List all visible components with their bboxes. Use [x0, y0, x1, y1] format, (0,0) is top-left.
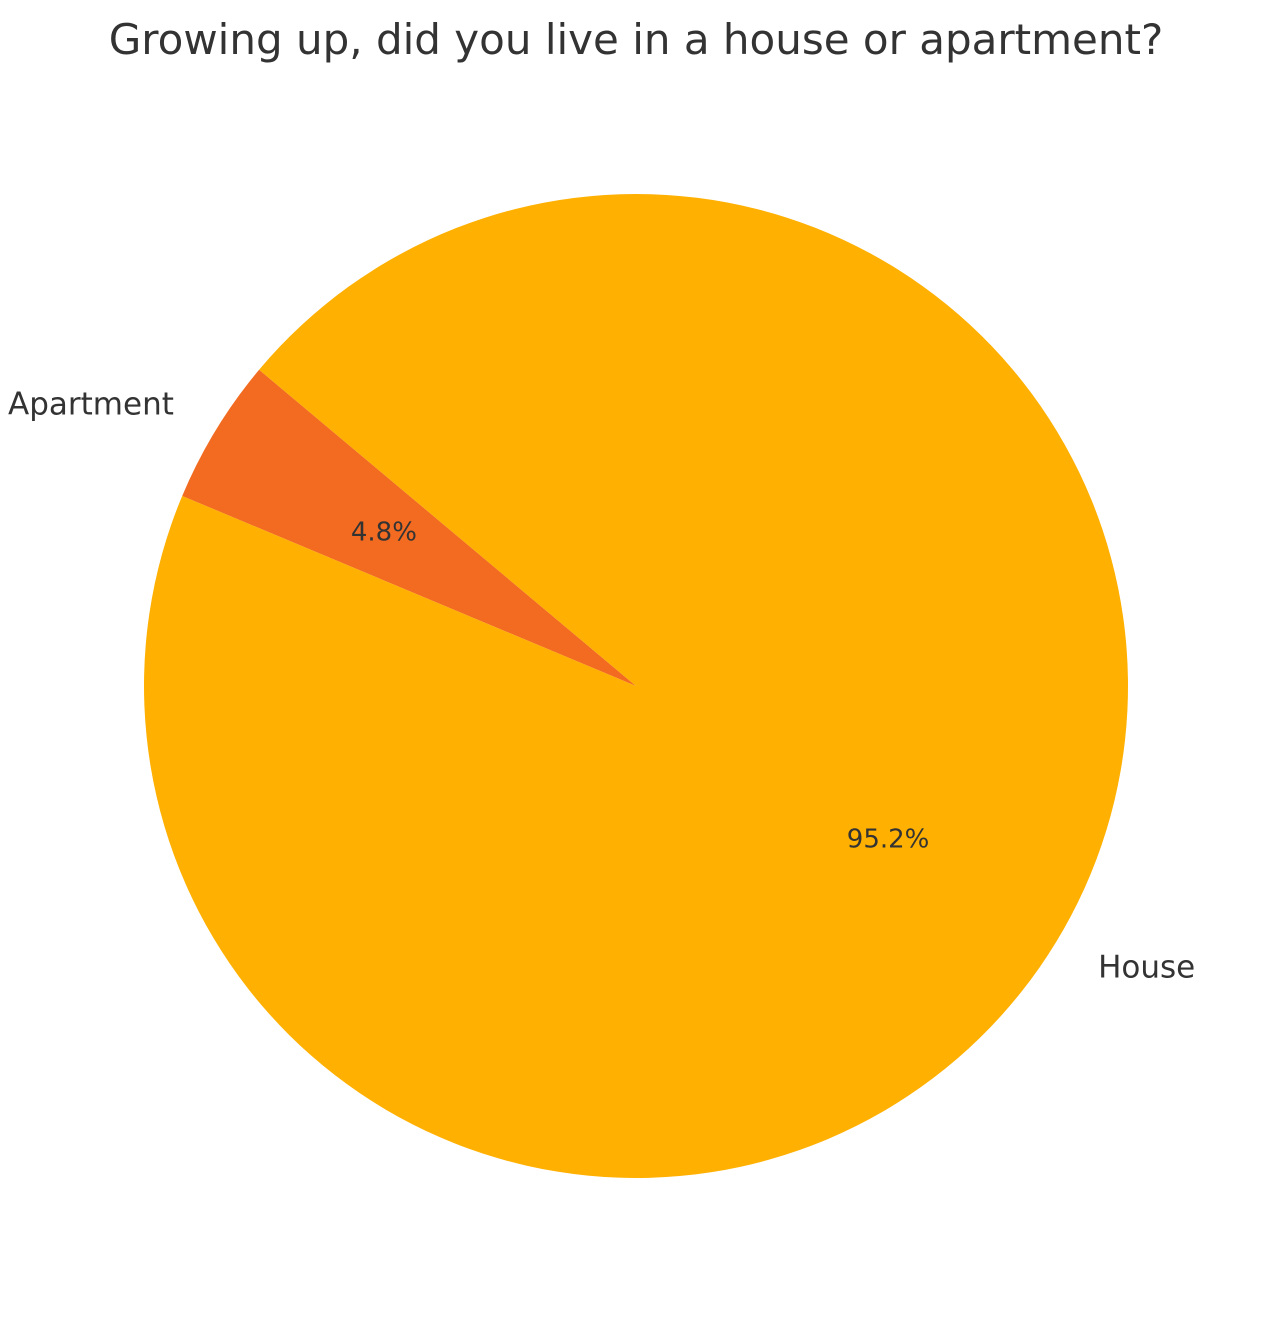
slice-label-apartment: Apartment: [8, 386, 174, 422]
labels-layer: Apartment 4.8% House 95.2%: [8, 386, 1195, 985]
pie-slice-apartment: [182, 369, 636, 686]
slice-label-house: House: [1098, 950, 1195, 986]
pie-slice-house: [144, 194, 1129, 1179]
pct-label-house: 95.2%: [847, 825, 930, 855]
chart-title: Growing up, did you live in a house or a…: [109, 15, 1164, 64]
pct-label-apartment: 4.8%: [351, 517, 417, 547]
slices-layer: [144, 194, 1129, 1179]
